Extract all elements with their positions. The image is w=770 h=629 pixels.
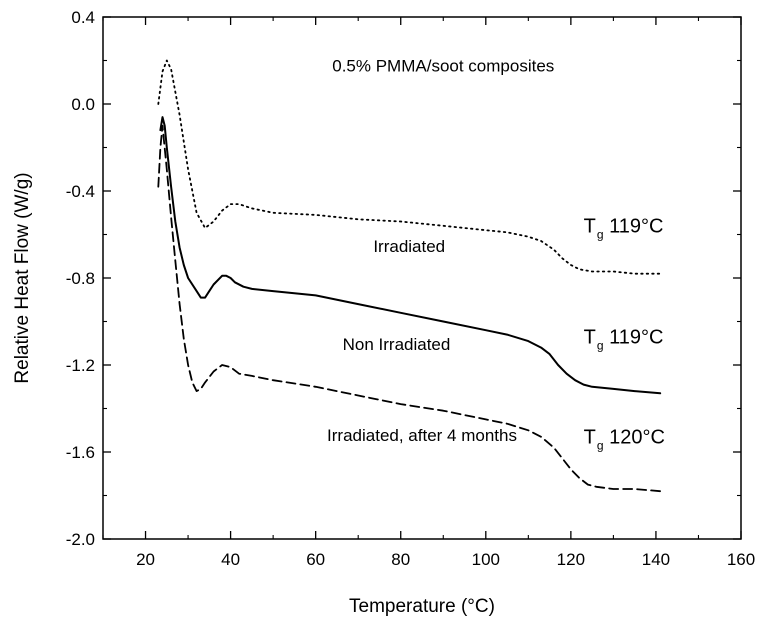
x-axis-title: Temperature (°C)	[349, 596, 495, 617]
series-line-non-irradiated	[159, 116, 662, 395]
x-tick-label: 40	[221, 550, 240, 569]
x-tick-label: 160	[727, 550, 755, 569]
series-line-irradiated-after-4-months	[157, 124, 662, 493]
y-tick-label: -0.4	[66, 182, 95, 201]
annotation-label: Irradiated	[373, 237, 445, 256]
x-tick-labels: 20 40 60 80 100 120 140 160	[136, 550, 755, 569]
tg-label: Tg 120°C	[584, 426, 665, 452]
x-tick-label: 20	[136, 550, 155, 569]
y-tick-label: 0.4	[71, 8, 95, 27]
y-tick-label: -1.6	[66, 443, 95, 462]
x-tick-label: 140	[642, 550, 670, 569]
annotations: 0.5% PMMA/soot composites Irradiated Non I…	[327, 56, 665, 452]
annotation-label: 0.5% PMMA/soot composites	[332, 56, 554, 75]
x-tick-label: 120	[557, 550, 585, 569]
series-line-irradiated	[157, 59, 662, 275]
x-tick-label: 100	[472, 550, 500, 569]
axis-ticks	[102, 16, 742, 540]
y-tick-label: -0.8	[66, 269, 95, 288]
tg-label: Tg 119°C	[584, 326, 664, 352]
annotation-label: Irradiated, after 4 months	[327, 426, 517, 445]
y-tick-label: -1.2	[66, 356, 95, 375]
data-series	[157, 59, 662, 493]
tg-label: Tg 119°C	[584, 215, 664, 241]
y-tick-label: -2.0	[66, 530, 95, 549]
x-tick-label: 80	[391, 550, 410, 569]
y-tick-label: 0.0	[71, 95, 95, 114]
plot-frame	[102, 16, 742, 540]
annotation-label: Non Irradiated	[343, 335, 451, 354]
y-axis-title: Relative Heat Flow (W/g)	[12, 172, 33, 383]
y-tick-labels: 0.4 0.0 -0.4 -0.8 -1.2 -1.6 -2.0	[66, 8, 95, 549]
x-tick-label: 60	[306, 550, 325, 569]
